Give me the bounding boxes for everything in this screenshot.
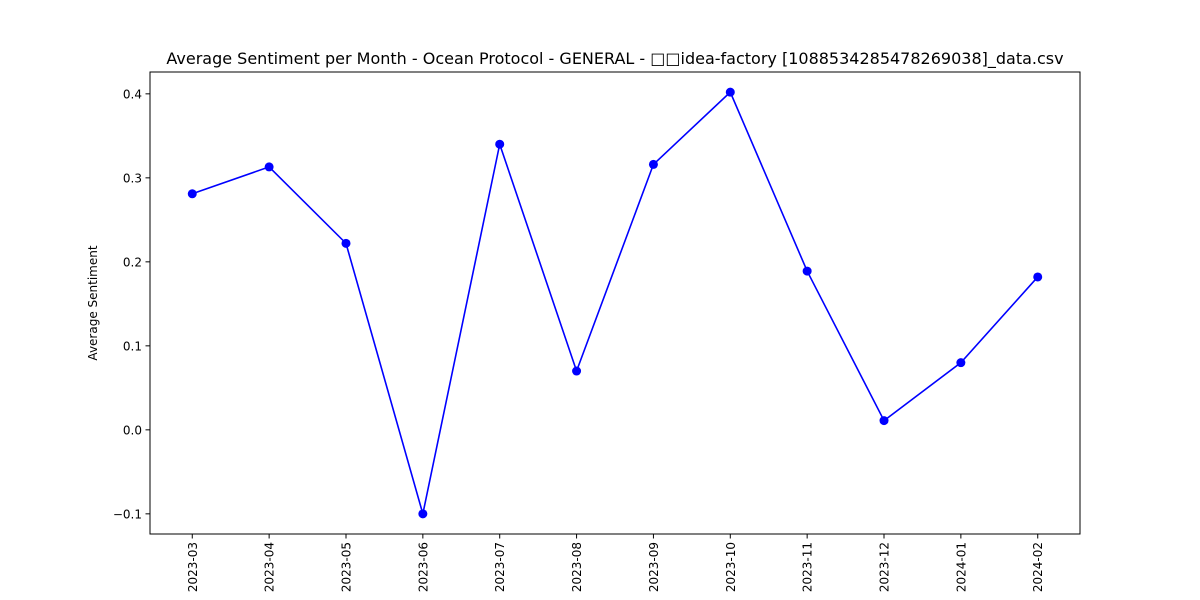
data-point — [802, 266, 812, 276]
data-point — [879, 416, 889, 426]
x-tick-label: 2023-10 — [724, 542, 738, 592]
data-point — [341, 238, 351, 248]
x-tick-label: 2023-12 — [878, 542, 892, 592]
data-point — [572, 366, 582, 376]
series-line — [192, 90, 1039, 515]
y-tick-label: 0.0 — [123, 423, 142, 437]
data-point — [648, 159, 658, 169]
x-tick-label: 2023-03 — [186, 542, 200, 592]
x-tick-label: 2023-07 — [493, 542, 507, 592]
series-layer — [187, 87, 1043, 519]
x-tick-label: 2023-05 — [339, 542, 353, 592]
y-tick-label: 0.1 — [123, 339, 142, 353]
data-point — [418, 509, 428, 519]
data-point — [956, 358, 966, 368]
data-point — [264, 162, 274, 172]
x-tick-label: 2023-06 — [416, 542, 430, 592]
data-point — [495, 139, 505, 149]
x-tick-label: 2024-02 — [1031, 542, 1045, 592]
x-tick-label: 2023-04 — [263, 542, 277, 592]
y-tick-label: −0.1 — [113, 507, 142, 521]
y-axis-label: Average Sentiment — [86, 245, 100, 360]
data-point — [187, 189, 197, 199]
x-axis: 2023-03 2023-04 2023-05 2023-06 2023-07 2023-… — [186, 534, 1045, 592]
data-point — [725, 87, 735, 97]
y-tick-label: 0.3 — [123, 171, 142, 185]
y-axis: −0.1 0.0 0.1 0.2 0.3 0.4 — [113, 87, 150, 521]
data-point — [1033, 272, 1043, 282]
y-tick-label: 0.4 — [123, 87, 142, 101]
x-tick-label: 2023-09 — [647, 542, 661, 592]
x-tick-label: 2023-11 — [801, 542, 815, 592]
y-tick-label: 0.2 — [123, 255, 142, 269]
x-tick-label: 2024-01 — [954, 542, 968, 592]
x-tick-label: 2023-08 — [570, 542, 584, 592]
plot-area — [149, 71, 1081, 535]
chart-title: Average Sentiment per Month - Ocean Prot… — [166, 49, 1063, 69]
